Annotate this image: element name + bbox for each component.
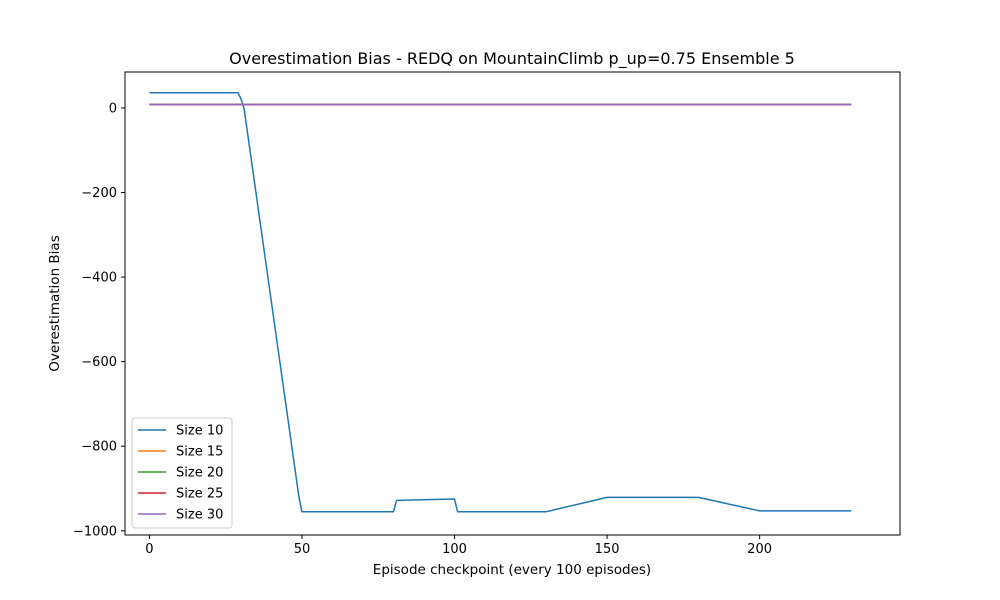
legend: Size 10 Size 15 Size 20 Size 25 Size 30: [131, 417, 233, 529]
legend-label: Size 25: [176, 487, 223, 502]
legend-label: Size 10: [176, 424, 223, 439]
y-tick-label: −200: [81, 186, 117, 201]
x-axis-label: Episode checkpoint (every 100 episodes): [373, 562, 651, 578]
plot-frame: [124, 71, 901, 536]
y-tick-label: 0: [109, 101, 117, 116]
x-tick-label: 50: [294, 542, 311, 557]
legend-label: Size 30: [176, 508, 223, 523]
chart-title: Overestimation Bias - REDQ on MountainCl…: [229, 49, 795, 69]
legend-label: Size 15: [176, 445, 223, 460]
y-axis-label: Overestimation Bias: [47, 235, 63, 371]
y-axis: 0 −200 −400 −600 −800 −1000: [73, 101, 125, 539]
x-tick-label: 150: [595, 542, 620, 557]
legend-label: Size 20: [176, 466, 223, 481]
x-tick-label: 0: [145, 542, 153, 557]
x-tick-label: 100: [442, 542, 467, 557]
y-tick-label: −800: [81, 440, 117, 455]
legend-box: [131, 417, 233, 529]
series-layer: [149, 91, 852, 513]
plot-area: [124, 71, 901, 536]
y-tick-label: −400: [81, 271, 117, 286]
y-tick-label: −1000: [73, 524, 117, 539]
series-line-1: [149, 91, 852, 513]
x-tick-label: 200: [747, 542, 772, 557]
y-tick-label: −600: [81, 355, 117, 370]
x-axis: 0 50 100 150 200: [145, 535, 772, 557]
